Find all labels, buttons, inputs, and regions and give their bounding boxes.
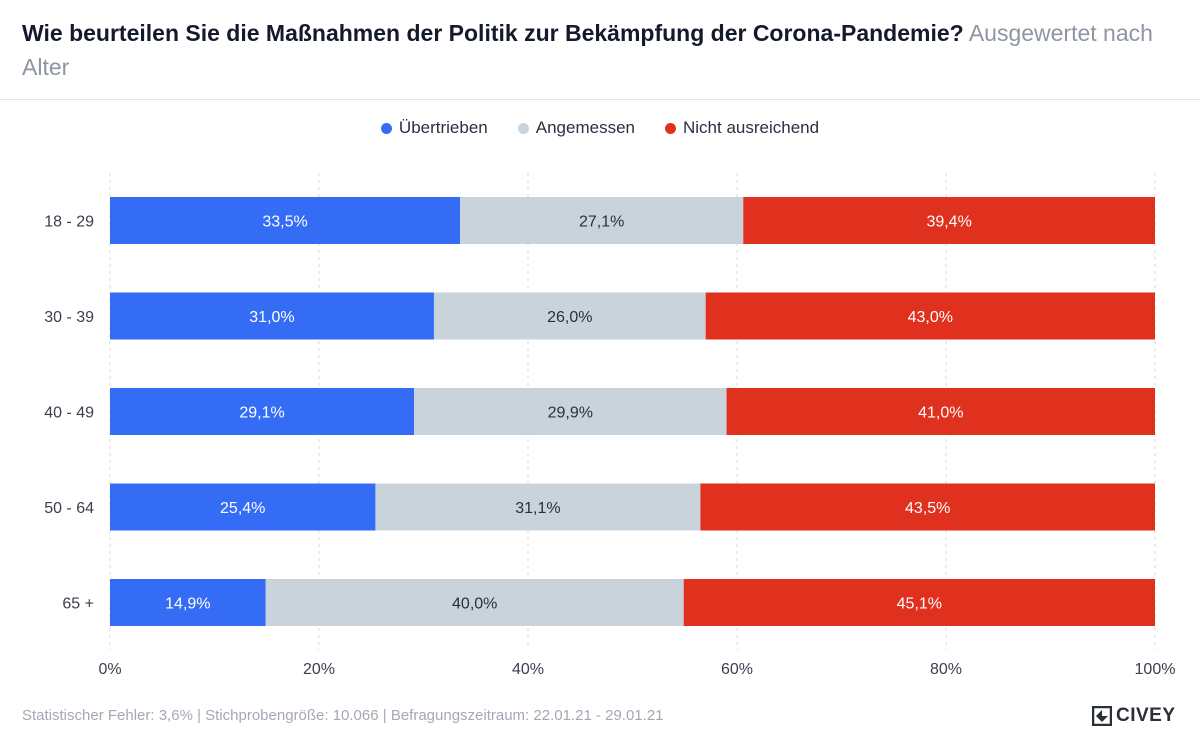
bar-segment — [433, 292, 706, 340]
data-label: 40,0% — [452, 596, 497, 613]
bar-segment — [460, 197, 744, 244]
bar-segment — [705, 292, 1155, 340]
data-label: 25,4% — [220, 500, 265, 517]
legend-item-uebertrieben[interactable]: Übertrieben — [380, 118, 488, 138]
category-label: 50 - 64 — [44, 500, 94, 517]
bar-segment — [110, 292, 434, 340]
data-label: 41,0% — [918, 405, 963, 422]
data-label: 29,1% — [239, 405, 284, 422]
bar-segment — [700, 483, 1155, 531]
legend-dot-icon — [664, 122, 676, 134]
bar-segment — [110, 579, 266, 626]
legend-label: Nicht ausreichend — [682, 118, 820, 137]
title-subtitle: Ausgewertet nach Alter — [22, 20, 1153, 80]
bar-segment — [683, 579, 1155, 626]
header-divider — [0, 99, 1200, 100]
legend-label: Angemessen — [535, 118, 635, 137]
legend-dot-icon — [517, 122, 529, 134]
category-label: 65 + — [62, 596, 94, 613]
data-label: 29,9% — [548, 405, 593, 422]
x-tick-label: 60% — [721, 661, 753, 678]
data-label: 33,5% — [262, 214, 307, 231]
legend-label: Übertrieben — [398, 118, 488, 137]
category-label: 40 - 49 — [44, 405, 94, 422]
legend-dot-icon — [380, 122, 392, 134]
bar-segment — [110, 388, 415, 435]
data-label: 27,1% — [579, 214, 624, 231]
x-tick-label: 0% — [98, 661, 121, 678]
data-label: 31,1% — [515, 500, 560, 517]
chart-legend: Übertrieben Angemessen Nicht ausreichend — [0, 118, 1200, 138]
data-label: 45,1% — [897, 596, 942, 613]
bar-segment — [743, 197, 1155, 244]
bar-segment — [110, 197, 461, 244]
data-label: 43,5% — [905, 500, 950, 517]
bar-segment — [110, 483, 376, 531]
brand-name: CIVEY — [1116, 705, 1176, 726]
data-label: 26,0% — [547, 309, 592, 326]
bar-segment — [414, 388, 727, 435]
bar-segment — [726, 388, 1155, 435]
category-label: 30 - 39 — [44, 309, 94, 326]
footer-note: Statistischer Fehler: 3,6% | Stichproben… — [22, 707, 664, 724]
x-tick-label: 40% — [512, 661, 544, 678]
data-label: 43,0% — [908, 309, 953, 326]
bar-segment — [375, 483, 701, 531]
category-label: 18 - 29 — [44, 214, 94, 231]
x-tick-label: 80% — [930, 661, 962, 678]
data-label: 14,9% — [165, 596, 210, 613]
x-tick-label: 100% — [1135, 661, 1176, 678]
title-main: Wie beurteilen Sie die Maßnahmen der Pol… — [22, 20, 964, 46]
chart-title: Wie beurteilen Sie die Maßnahmen der Pol… — [22, 16, 1172, 84]
civey-logo: CIVEY — [1092, 705, 1176, 727]
data-label: 39,4% — [926, 214, 971, 231]
data-label: 31,0% — [249, 309, 294, 326]
civey-logo-icon — [1092, 706, 1112, 726]
x-tick-label: 20% — [303, 661, 335, 678]
bar-segment — [265, 579, 684, 626]
legend-item-angemessen[interactable]: Angemessen — [517, 118, 635, 138]
legend-item-nicht-ausreichend[interactable]: Nicht ausreichend — [664, 118, 820, 138]
